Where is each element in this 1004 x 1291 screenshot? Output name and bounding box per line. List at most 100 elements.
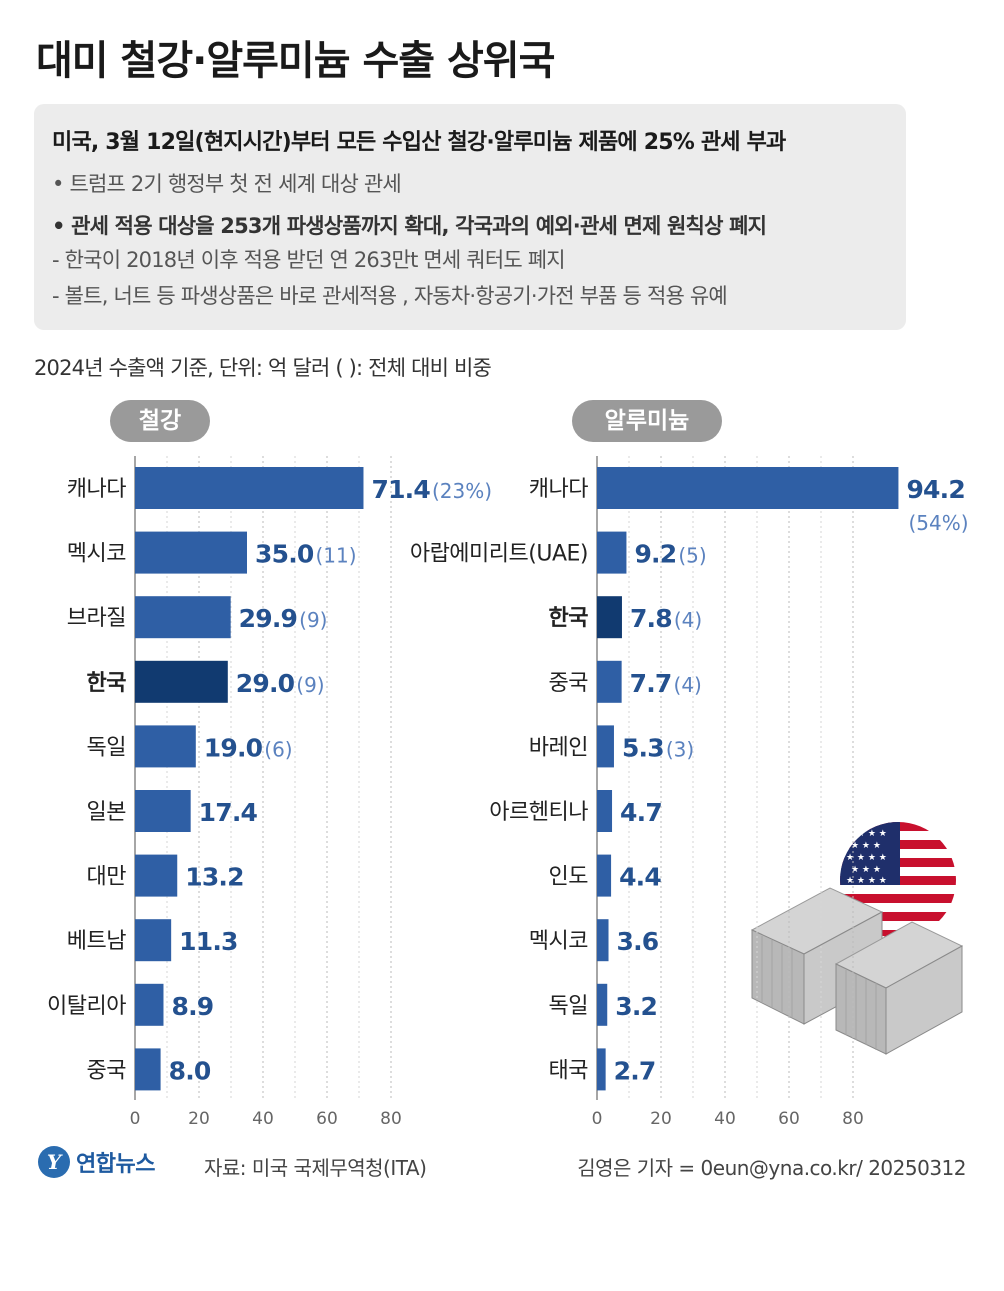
svg-text:★ ★ ★: ★ ★ ★ (851, 841, 881, 851)
aluminum-value-label: 3.6 (617, 927, 659, 956)
illustration: ★ ★ ★ ★ ★ ★ ★ ★ ★ ★ ★ ★ ★ ★ ★ ★ ★ ★ (750, 822, 964, 1055)
steel-value-label: 29.0 (236, 669, 295, 698)
steel-category-label: 이탈리아 (47, 994, 126, 1019)
steel-bar (135, 854, 178, 897)
steel-value-label: 8.9 (171, 992, 213, 1021)
svg-text:★ ★ ★ ★: ★ ★ ★ ★ (846, 876, 887, 886)
aluminum-tick-label: 20 (650, 1109, 672, 1129)
steel-tick-label: 20 (188, 1109, 210, 1129)
steel-share-label: (23%) (432, 479, 492, 503)
steel-category-label: 캐나다 (67, 477, 126, 502)
steel-value-label: 8.0 (169, 1056, 211, 1085)
steel-tick-label: 60 (316, 1109, 338, 1129)
steel-share-label: (6) (264, 737, 292, 761)
aluminum-bar (597, 854, 612, 897)
steel-category-label: 대만 (87, 865, 127, 890)
aluminum-share-label: (4) (674, 673, 702, 697)
yonhap-logo-mark: Y (38, 1146, 70, 1178)
svg-text:★ ★ ★: ★ ★ ★ (851, 865, 881, 875)
summary-line-4: - 볼트, 너트 등 파생상품은 바로 관세적용 , 자동차·항공기·가전 부품… (52, 284, 728, 308)
aluminum-category-label: 독일 (549, 994, 588, 1019)
steel-category-label: 멕시코 (67, 542, 126, 567)
aluminum-value-label: 4.7 (620, 798, 662, 827)
aluminum-chart-title: 알루미늄 (572, 400, 722, 442)
steel-bar (135, 660, 228, 703)
source-note: 자료: 미국 국제무역청(ITA) (204, 1156, 427, 1180)
steel-share-label: (9) (296, 673, 324, 697)
aluminum-value-label: 94.2 (906, 475, 964, 504)
steel-value-label: 17.4 (199, 798, 258, 827)
aluminum-value-label: 9.2 (634, 540, 676, 569)
summary-line-1: • 트럼프 2기 행정부 첫 전 세계 대상 관세 (52, 172, 402, 196)
summary-box: 미국, 3월 12일(현지시간)부터 모든 수입산 철강·알루미늄 제품에 25… (34, 104, 906, 330)
steel-bar (135, 1048, 161, 1091)
steel-category-label: 한국 (87, 671, 127, 696)
steel-chart-title: 철강 (110, 400, 210, 442)
aluminum-tick-label: 0 (592, 1109, 603, 1129)
aluminum-value-label: 2.7 (614, 1056, 656, 1085)
aluminum-category-label: 인도 (549, 865, 589, 890)
aluminum-value-label: 7.7 (630, 669, 672, 698)
yonhap-logo-name: 연합뉴스 (76, 1152, 155, 1177)
aluminum-share-label: (4) (674, 608, 702, 632)
aluminum-tick-label: 40 (714, 1109, 736, 1129)
aluminum-value-label: 4.4 (619, 863, 661, 892)
steel-bar (135, 467, 364, 509)
aluminum-category-label: 태국 (549, 1058, 589, 1083)
aluminum-value-label: 3.2 (615, 992, 657, 1021)
aluminum-bar (597, 725, 614, 768)
steel-category-label: 독일 (87, 735, 126, 760)
summary-line-2: • 관세 적용 대상을 253개 파생상품까지 확대, 각국과의 예외·관세 면… (52, 214, 767, 238)
aluminum-value-label: 5.3 (622, 733, 664, 762)
aluminum-bar (597, 790, 613, 832)
svg-text:★ ★ ★ ★: ★ ★ ★ ★ (846, 853, 887, 863)
aluminum-value-label: 7.8 (630, 604, 672, 633)
aluminum-tick-label: 80 (842, 1109, 864, 1129)
summary-line-3: - 한국이 2018년 이후 적용 받던 연 263만t 면세 쿼터도 폐지 (52, 248, 566, 272)
aluminum-category-label: 아르헨티나 (489, 800, 588, 825)
us-flag-icon: ★ ★ ★ ★ ★ ★ ★ ★ ★ ★ ★ ★ ★ ★ ★ ★ ★ ★ (840, 822, 956, 938)
aluminum-category-label: 아랍에미리트(UAE) (410, 542, 588, 567)
steel-value-label: 71.4 (371, 475, 430, 504)
aluminum-tick-label: 60 (778, 1109, 800, 1129)
steel-tick-label: 0 (130, 1109, 141, 1129)
steel-category-label: 브라질 (67, 606, 126, 631)
svg-text:★ ★ ★ ★: ★ ★ ★ ★ (846, 829, 887, 839)
aluminum-share-label: (3) (666, 737, 694, 761)
steel-tick-label: 40 (252, 1109, 274, 1129)
steel-share-label: (11) (315, 544, 356, 568)
steel-bar (135, 983, 164, 1026)
aluminum-bar (597, 531, 627, 574)
aluminum-bar (597, 919, 609, 962)
aluminum-bar (597, 467, 899, 509)
container-icon (750, 887, 964, 1055)
steel-bar (135, 725, 196, 768)
steel-bar (135, 919, 172, 962)
aluminum-category-label: 한국 (549, 606, 589, 631)
unit-note: 2024년 수출액 기준, 단위: 억 달러 ( ): 전체 대비 비중 (34, 356, 492, 380)
aluminum-share-label: (5) (678, 544, 706, 568)
aluminum-category-label: 캐나다 (529, 477, 588, 502)
aluminum-bar (597, 983, 608, 1026)
aluminum-bar (597, 1048, 606, 1091)
steel-bar (135, 531, 247, 574)
summary-headline: 미국, 3월 12일(현지시간)부터 모든 수입산 철강·알루미늄 제품에 25… (52, 130, 786, 155)
aluminum-bar (597, 660, 622, 703)
steel-bar (135, 790, 191, 832)
aluminum-category-label: 바레인 (529, 735, 588, 760)
steel-share-label: (9) (299, 608, 327, 632)
aluminum-category-label: 멕시코 (529, 929, 588, 954)
steel-category-label: 일본 (87, 800, 127, 825)
steel-tick-label: 80 (380, 1109, 402, 1129)
yonhap-logo: Y 연합뉴스 (38, 1146, 155, 1178)
aluminum-share-label: (54%) (908, 511, 968, 535)
steel-value-label: 19.0 (204, 733, 263, 762)
aluminum-category-label: 중국 (549, 671, 589, 696)
steel-value-label: 11.3 (179, 927, 237, 956)
steel-category-label: 베트남 (67, 929, 126, 954)
page-title: 대미 철강·알루미늄 수출 상위국 (36, 38, 555, 84)
steel-category-label: 중국 (87, 1058, 127, 1083)
steel-value-label: 29.9 (239, 604, 297, 633)
steel-value-label: 13.2 (185, 863, 243, 892)
credit-note: 김영은 기자 = 0eun@yna.co.kr/ 20250312 (577, 1156, 966, 1180)
